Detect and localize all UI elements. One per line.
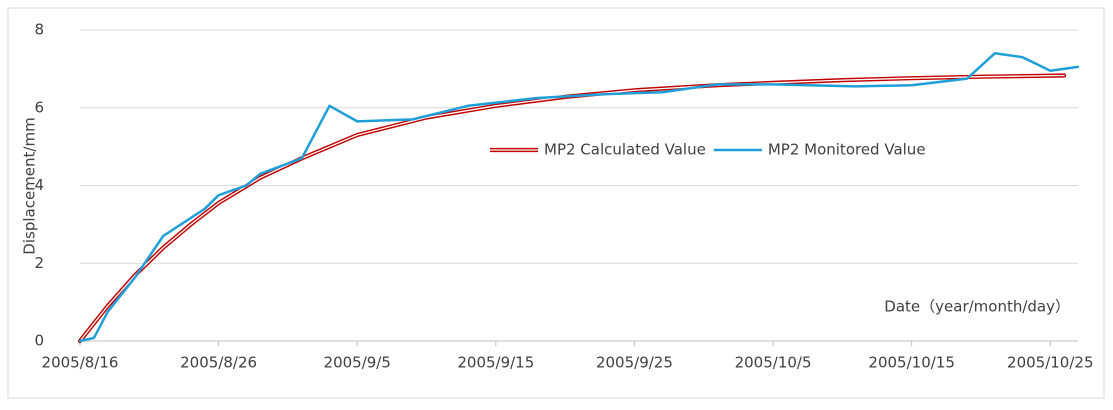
x-tick-label: 2005/9/5 bbox=[324, 354, 391, 372]
legend-label: MP2 Calculated Value bbox=[544, 141, 706, 159]
y-axis-title: Displacement/mm bbox=[21, 117, 39, 254]
series-line bbox=[78, 52, 1080, 343]
x-tick-label: 2005/9/15 bbox=[457, 354, 534, 372]
y-tick-label: 4 bbox=[34, 176, 44, 194]
legend-label: MP2 Monitored Value bbox=[768, 141, 926, 159]
x-axis-title: Date（year/month/day） bbox=[884, 298, 1070, 316]
y-tick-label: 2 bbox=[34, 254, 44, 272]
series-line-inner bbox=[79, 74, 1065, 342]
x-tick-label: 2005/9/25 bbox=[596, 354, 673, 372]
x-tick-label: 2005/10/25 bbox=[1007, 354, 1093, 372]
y-tick-label: 6 bbox=[34, 98, 44, 116]
x-tick-label: 2005/10/15 bbox=[868, 354, 954, 372]
chart-frame bbox=[7, 7, 1105, 399]
x-tick-label: 2005/10/5 bbox=[735, 354, 812, 372]
y-tick-label: 0 bbox=[34, 332, 44, 350]
x-tick-label: 2005/8/26 bbox=[180, 354, 257, 372]
x-tick-label: 2005/8/16 bbox=[42, 354, 119, 372]
y-tick-label: 8 bbox=[34, 21, 44, 39]
